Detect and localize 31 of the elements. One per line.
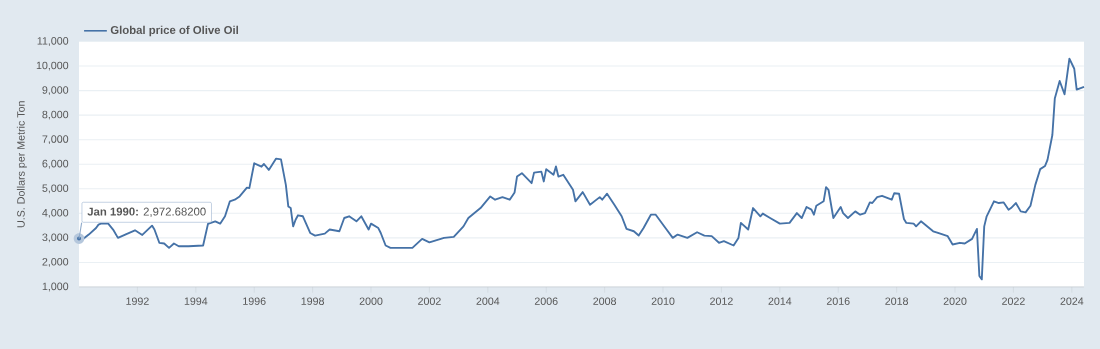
x-tick-label: 2024 (1060, 297, 1084, 305)
y-tick-label: 9,000 (42, 86, 69, 95)
y-tick-label: 10,000 (36, 61, 69, 71)
x-tick-label: 2016 (826, 297, 850, 305)
y-tick-label: 5,000 (42, 184, 69, 194)
x-tick-label: 2018 (885, 297, 909, 305)
x-tick-label: 2020 (943, 297, 967, 305)
y-tick-label: 7,000 (42, 135, 69, 145)
x-tick-label: 2004 (476, 297, 500, 305)
x-tick-label: 2012 (710, 297, 733, 305)
legend-label: Global price of Olive Oil (110, 25, 238, 37)
x-tick-label: 2000 (359, 297, 383, 305)
y-tick-label: 8,000 (42, 110, 69, 120)
x-tick-label: 2002 (418, 297, 441, 305)
x-tick-label: 2006 (534, 297, 558, 305)
x-tick-label: 1992 (126, 297, 149, 305)
y-tick-label: 3,000 (42, 233, 69, 243)
x-tick-label: 2010 (651, 297, 675, 305)
y-tick-label: 11,000 (37, 37, 69, 46)
y-tick-label: 1,000 (42, 282, 69, 292)
y-axis-title: U.S. Dollars per Metric Ton (16, 101, 27, 228)
y-tick-label: 2,000 (42, 258, 69, 267)
x-tick-label: 2008 (593, 297, 617, 305)
x-tick-label: 2014 (768, 297, 792, 305)
annotation: Jan 1990: 2,972.68200 (87, 207, 206, 217)
x-tick-label: 1994 (184, 297, 208, 305)
x-tick-label: 1996 (243, 297, 266, 305)
x-tick-label: 1998 (301, 297, 324, 305)
y-tick-label: 4,000 (42, 208, 69, 218)
x-tick-label: 2022 (1002, 297, 1025, 305)
y-tick-label: 6,000 (42, 159, 69, 169)
